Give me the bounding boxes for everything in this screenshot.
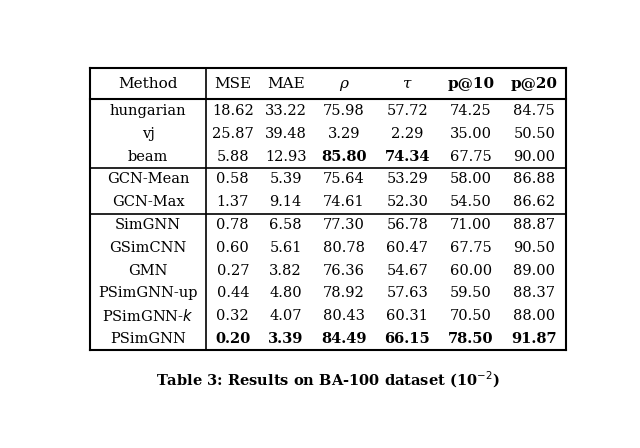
Text: 57.63: 57.63	[387, 286, 428, 301]
Text: 0.20: 0.20	[215, 332, 250, 346]
Text: 50.50: 50.50	[513, 127, 556, 141]
Text: 75.64: 75.64	[323, 172, 365, 186]
Text: 71.00: 71.00	[450, 218, 492, 232]
Text: p@20: p@20	[511, 77, 558, 90]
Text: 3.82: 3.82	[269, 263, 302, 278]
Text: 3.29: 3.29	[328, 127, 360, 141]
Text: 78.50: 78.50	[448, 332, 493, 346]
Text: 9.14: 9.14	[269, 195, 302, 209]
Text: vj: vj	[141, 127, 154, 141]
Text: 5.88: 5.88	[216, 150, 249, 164]
Text: 0.78: 0.78	[216, 218, 249, 232]
Text: Table 3: Results on BA-100 dataset (10$^{-2}$): Table 3: Results on BA-100 dataset (10$^…	[156, 370, 500, 390]
Text: 0.32: 0.32	[216, 309, 249, 323]
Text: 0.60: 0.60	[216, 241, 249, 255]
Text: 67.75: 67.75	[450, 150, 492, 164]
Text: 75.98: 75.98	[323, 104, 365, 118]
Text: 54.50: 54.50	[450, 195, 492, 209]
Text: 60.47: 60.47	[387, 241, 428, 255]
Text: 6.58: 6.58	[269, 218, 302, 232]
Text: MAE: MAE	[267, 77, 305, 90]
Text: 58.00: 58.00	[450, 172, 492, 186]
Text: 5.39: 5.39	[269, 172, 302, 186]
Text: τ: τ	[403, 77, 412, 90]
Text: PSimGNN: PSimGNN	[110, 332, 186, 346]
Text: p@10: p@10	[447, 77, 495, 90]
Text: 90.50: 90.50	[513, 241, 556, 255]
Text: 67.75: 67.75	[450, 241, 492, 255]
Text: 66.15: 66.15	[385, 332, 430, 346]
Text: 39.48: 39.48	[265, 127, 307, 141]
Text: 4.80: 4.80	[269, 286, 302, 301]
Text: ρ: ρ	[339, 77, 348, 90]
Text: GMN: GMN	[129, 263, 168, 278]
Text: 35.00: 35.00	[450, 127, 492, 141]
Text: 3.39: 3.39	[268, 332, 303, 346]
Text: GCN-Max: GCN-Max	[112, 195, 184, 209]
Text: PSimGNN-$k$: PSimGNN-$k$	[102, 308, 194, 324]
Text: 85.80: 85.80	[321, 150, 367, 164]
Text: 88.00: 88.00	[513, 309, 556, 323]
Text: 86.88: 86.88	[513, 172, 556, 186]
Text: 78.92: 78.92	[323, 286, 365, 301]
Text: 80.78: 80.78	[323, 241, 365, 255]
Text: 56.78: 56.78	[387, 218, 428, 232]
Text: 2.29: 2.29	[391, 127, 424, 141]
Text: 18.62: 18.62	[212, 104, 253, 118]
Text: 4.07: 4.07	[269, 309, 302, 323]
Text: 1.37: 1.37	[216, 195, 249, 209]
Text: PSimGNN-up: PSimGNN-up	[99, 286, 198, 301]
Text: 0.27: 0.27	[216, 263, 249, 278]
Text: GCN-Mean: GCN-Mean	[107, 172, 189, 186]
Text: 84.49: 84.49	[321, 332, 367, 346]
Text: 5.61: 5.61	[269, 241, 302, 255]
Text: 0.44: 0.44	[216, 286, 249, 301]
Text: 74.34: 74.34	[385, 150, 430, 164]
Text: 60.00: 60.00	[450, 263, 492, 278]
Text: 54.67: 54.67	[387, 263, 428, 278]
Text: 80.43: 80.43	[323, 309, 365, 323]
Text: 77.30: 77.30	[323, 218, 365, 232]
Text: Method: Method	[118, 77, 178, 90]
Text: 53.29: 53.29	[387, 172, 428, 186]
Text: 84.75: 84.75	[513, 104, 556, 118]
Text: MSE: MSE	[214, 77, 252, 90]
Text: 33.22: 33.22	[265, 104, 307, 118]
Text: beam: beam	[128, 150, 168, 164]
Text: SimGNN: SimGNN	[115, 218, 181, 232]
Text: 70.50: 70.50	[450, 309, 492, 323]
Text: 12.93: 12.93	[265, 150, 307, 164]
Text: 74.25: 74.25	[450, 104, 492, 118]
Text: 25.87: 25.87	[212, 127, 253, 141]
Text: 88.37: 88.37	[513, 286, 556, 301]
Text: GSimCNN: GSimCNN	[109, 241, 187, 255]
Text: 57.72: 57.72	[387, 104, 428, 118]
Text: 74.61: 74.61	[323, 195, 365, 209]
Text: 90.00: 90.00	[513, 150, 556, 164]
Text: 59.50: 59.50	[450, 286, 492, 301]
Text: 52.30: 52.30	[387, 195, 428, 209]
Text: 60.31: 60.31	[387, 309, 428, 323]
Text: 86.62: 86.62	[513, 195, 556, 209]
Text: 0.58: 0.58	[216, 172, 249, 186]
Text: 88.87: 88.87	[513, 218, 556, 232]
Text: 91.87: 91.87	[511, 332, 557, 346]
Text: hungarian: hungarian	[110, 104, 186, 118]
Text: 76.36: 76.36	[323, 263, 365, 278]
Text: 89.00: 89.00	[513, 263, 556, 278]
